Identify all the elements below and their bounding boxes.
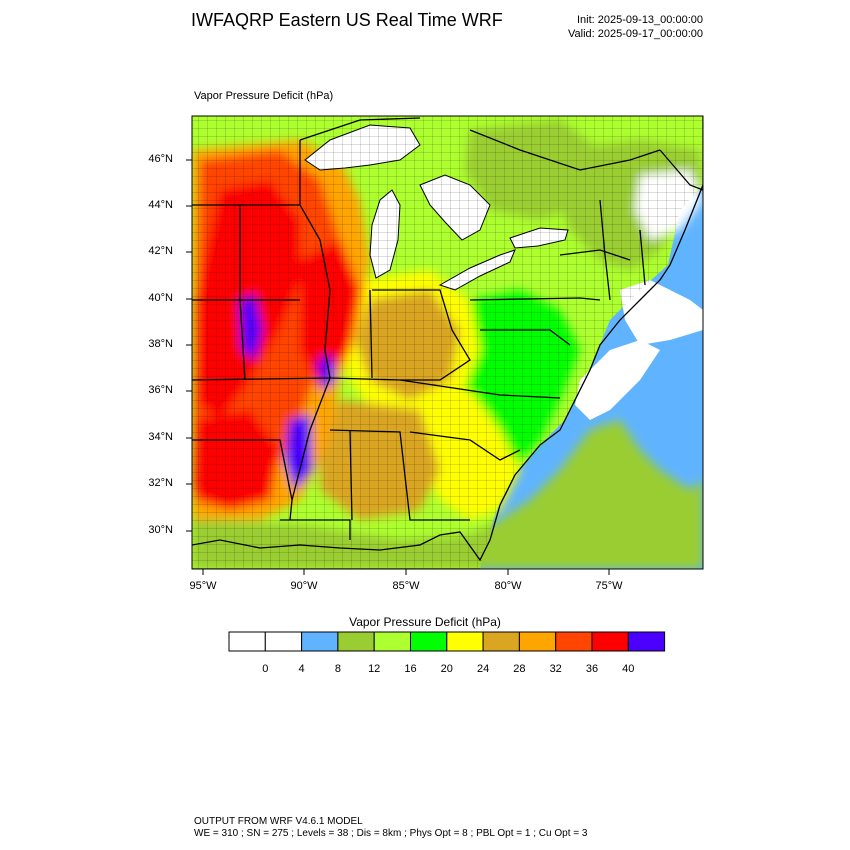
lat-label-38: 38°N xyxy=(148,338,173,350)
lon-label-95: 95°W xyxy=(189,580,217,592)
colorbar xyxy=(228,631,666,652)
colorbar-box-1 xyxy=(264,631,303,652)
lon-label-80: 80°W xyxy=(494,580,522,592)
colorbar-box-2 xyxy=(301,631,339,652)
colorbar-box-9 xyxy=(555,631,593,652)
colorbar-tick-label: 36 xyxy=(585,663,599,675)
colorbar-tick-label: 32 xyxy=(549,663,562,675)
colorbar-box-8 xyxy=(518,631,557,652)
colorbar-box-4 xyxy=(373,631,412,652)
colorbar-box-11 xyxy=(627,631,666,652)
valid-time: Valid: 2025-09-17_00:00:00 xyxy=(568,28,703,40)
colorbar-box-0 xyxy=(228,631,266,652)
colorbar-tick-label: 4 xyxy=(298,663,305,675)
vpd-field xyxy=(192,116,703,569)
colorbar-tick-label: 0 xyxy=(262,663,269,675)
lat-label-42: 42°N xyxy=(148,245,173,257)
init-time: Init: 2025-09-13_00:00:00 xyxy=(577,14,703,26)
lon-label-90: 90°W xyxy=(290,580,318,592)
colorbar-tick-label: 16 xyxy=(404,663,417,675)
state-borders xyxy=(192,117,703,540)
lat-label-36: 36°N xyxy=(148,384,173,396)
lon-label-75: 75°W xyxy=(595,580,623,592)
footer-config-line: WE = 310 ; SN = 275 ; Levels = 38 ; Dis … xyxy=(194,828,588,839)
colorbar-box-7 xyxy=(482,631,520,652)
colorbar-box-5 xyxy=(410,631,448,652)
colorbar-tick-label: 40 xyxy=(622,663,635,675)
colorbar-tick-label: 8 xyxy=(334,663,341,675)
colorbar-tick-label: 12 xyxy=(368,663,381,675)
footer-model-line: OUTPUT FROM WRF V4.6.1 MODEL xyxy=(194,816,363,827)
lat-label-34: 34°N xyxy=(148,431,173,443)
colorbar-tick-label: 24 xyxy=(476,663,490,675)
page-title: IWFAQRP Eastern US Real Time WRF xyxy=(191,10,503,30)
colorbar-box-10 xyxy=(591,631,629,652)
field-label: Vapor Pressure Deficit (hPa) xyxy=(194,90,334,102)
lon-ticks xyxy=(202,569,610,575)
coastline xyxy=(192,184,703,562)
map-frame xyxy=(191,115,704,570)
lat-label-46: 46°N xyxy=(148,153,173,165)
colorbar-tick-label: 20 xyxy=(440,663,453,675)
colorbar-box-6 xyxy=(446,631,484,652)
colorbar-tick-label: 28 xyxy=(513,663,526,675)
lat-label-30: 30°N xyxy=(148,524,173,536)
lat-label-44: 44°N xyxy=(148,199,173,211)
lon-label-85: 85°W xyxy=(392,580,420,592)
lat-ticks xyxy=(186,159,192,532)
colorbar-title: Vapor Pressure Deficit (hPa) xyxy=(349,615,501,629)
lat-label-40: 40°N xyxy=(148,292,173,304)
lat-label-32: 32°N xyxy=(148,477,173,489)
colorbar-box-3 xyxy=(337,631,375,652)
